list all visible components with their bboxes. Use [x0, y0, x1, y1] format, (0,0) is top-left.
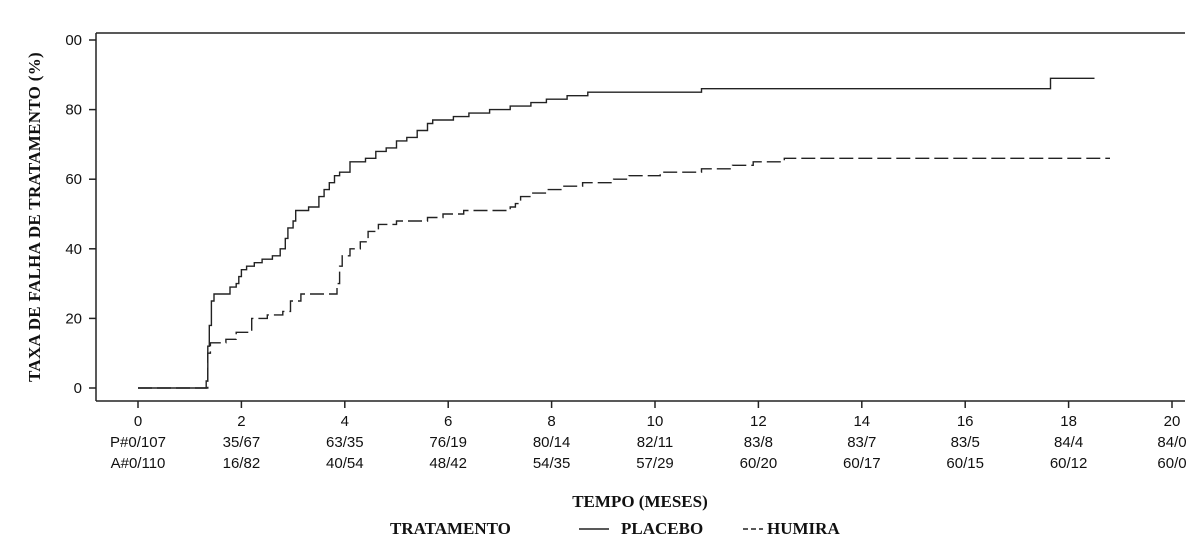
risk-cell: 60/15 — [946, 455, 984, 472]
x-tick-label: 4 — [341, 413, 349, 430]
risk-cell: 57/29 — [636, 455, 674, 472]
risk-cell: 16/82 — [223, 455, 261, 472]
legend-placebo-label: PLACEBO — [621, 519, 703, 538]
risk-cell: 84/4 — [1054, 434, 1083, 451]
risk-cell: 48/42 — [429, 455, 467, 472]
plot-area — [95, 32, 1185, 402]
y-axis-label: TAXA DE FALHA DE TRATAMENTO (%) — [25, 52, 44, 382]
risk-cell: 60/12 — [1050, 455, 1088, 472]
risk-cell: 83/5 — [951, 434, 980, 451]
y-tick-label: 00 — [65, 32, 82, 49]
series-lines — [138, 77, 1110, 389]
risk-cell: 60/17 — [843, 455, 881, 472]
x-tick-label: 6 — [444, 413, 452, 430]
x-tick-label: 16 — [957, 413, 974, 430]
risk-cell: 60/20 — [740, 455, 778, 472]
x-ticks: 0 2 4 6 8 10 12 14 16 18 20 — [134, 401, 1181, 430]
x-tick-label: 20 — [1164, 413, 1181, 430]
y-tick-label: 60 — [65, 171, 82, 188]
risk-row-label: A#0/110 — [111, 455, 166, 472]
x-tick-label: 2 — [237, 413, 245, 430]
legend-humira-label: HUMIRA — [767, 519, 840, 538]
risk-cell: 40/54 — [326, 455, 364, 472]
risk-cell: 63/35 — [326, 434, 364, 451]
y-ticks: 0 20 40 60 80 00 — [65, 32, 96, 397]
risk-row-label: P#0/107 — [110, 434, 166, 451]
risk-cell: 76/19 — [429, 434, 467, 451]
series-line-humira — [138, 157, 1110, 389]
x-tick-label: 18 — [1060, 413, 1077, 430]
y-tick-label: 40 — [65, 241, 82, 258]
x-axis-label: TEMPO (MESES) — [572, 492, 708, 511]
risk-cell: 83/7 — [847, 434, 876, 451]
x-tick-label: 0 — [134, 413, 142, 430]
series-line-placebo — [138, 77, 1095, 389]
risk-cell: 35/67 — [223, 434, 261, 451]
legend-title: TRATAMENTO — [390, 519, 511, 538]
y-tick-label: 0 — [74, 380, 82, 397]
x-tick-label: 12 — [750, 413, 767, 430]
y-tick-label: 20 — [65, 310, 82, 327]
risk-cell: 83/8 — [744, 434, 773, 451]
risk-cell: 54/35 — [533, 455, 571, 472]
risk-cell: 82/11 — [637, 434, 673, 451]
risk-cell: 84/0 — [1157, 434, 1186, 451]
risk-cell: 60/0 — [1157, 455, 1186, 472]
x-tick-label: 8 — [547, 413, 555, 430]
x-tick-label: 10 — [647, 413, 664, 430]
risk-cell: 80/14 — [533, 434, 571, 451]
risk-table: P#0/107 35/67 63/35 76/19 80/14 82/11 83/8 83/7… — [110, 434, 1187, 472]
x-tick-label: 14 — [853, 413, 870, 430]
y-tick-label: 80 — [65, 102, 82, 119]
legend: TRATAMENTO PLACEBO HUMIRA — [390, 519, 840, 538]
